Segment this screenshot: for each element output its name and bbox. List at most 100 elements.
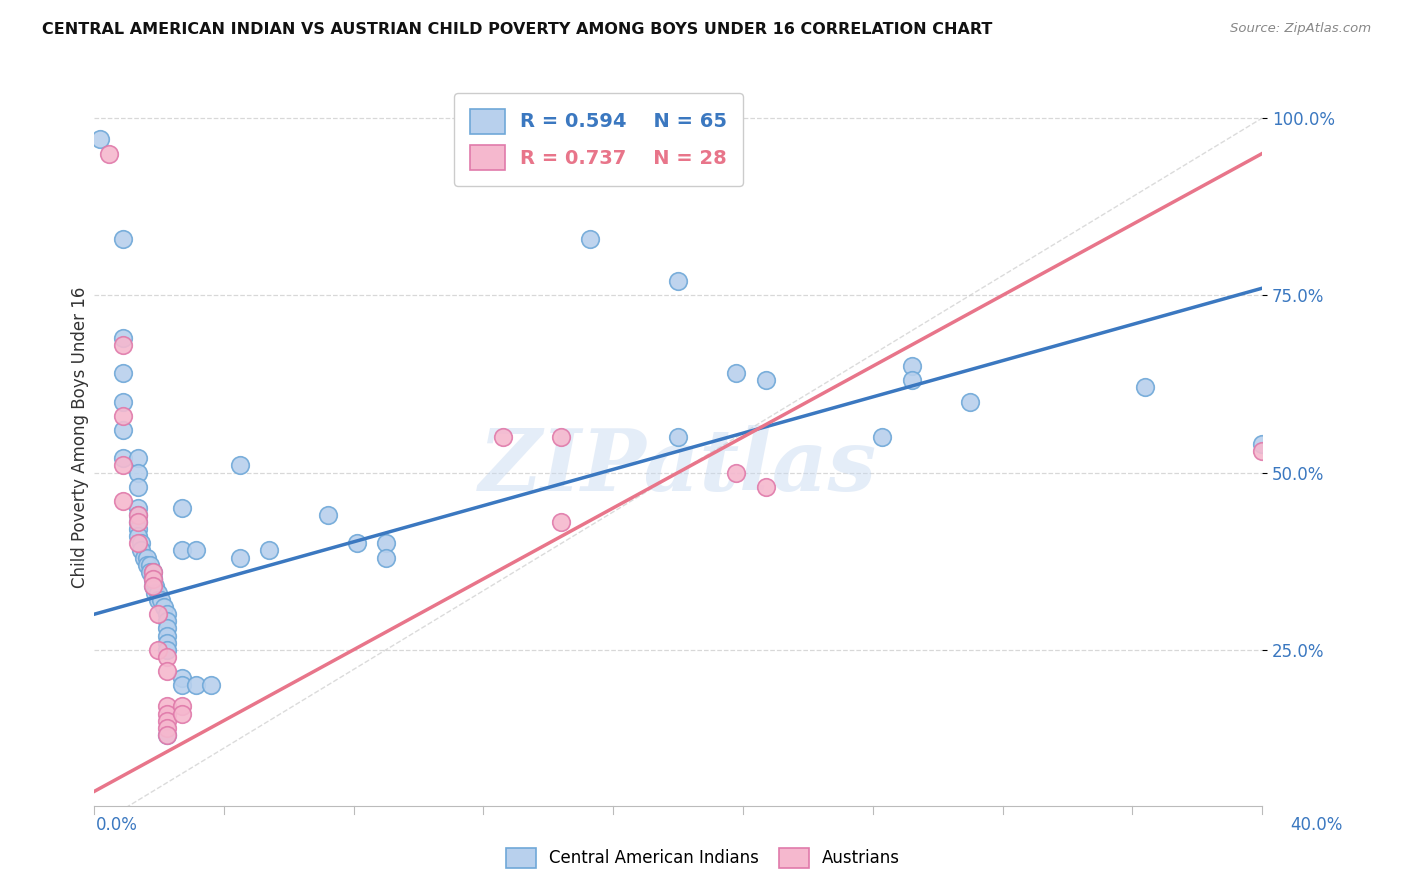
- Point: [141, 565, 163, 579]
- Point: [97, 146, 120, 161]
- Point: [550, 430, 572, 444]
- Point: [127, 529, 149, 543]
- Point: [135, 558, 157, 572]
- Point: [170, 671, 193, 685]
- Text: Source: ZipAtlas.com: Source: ZipAtlas.com: [1230, 22, 1371, 36]
- Point: [156, 642, 179, 657]
- Point: [132, 550, 155, 565]
- Point: [156, 664, 179, 678]
- Point: [156, 628, 179, 642]
- Point: [259, 543, 281, 558]
- Point: [129, 543, 152, 558]
- Point: [375, 550, 398, 565]
- Point: [112, 338, 135, 352]
- Point: [138, 558, 160, 572]
- Point: [156, 706, 179, 721]
- Point: [145, 586, 167, 600]
- Point: [141, 579, 163, 593]
- Point: [112, 331, 135, 345]
- Text: 0.0%: 0.0%: [96, 816, 138, 834]
- Point: [127, 451, 149, 466]
- Point: [127, 508, 149, 522]
- Point: [200, 678, 222, 692]
- Point: [141, 572, 163, 586]
- Point: [666, 274, 689, 288]
- Point: [112, 451, 135, 466]
- Point: [375, 536, 398, 550]
- Point: [316, 508, 339, 522]
- Point: [550, 515, 572, 529]
- Point: [141, 572, 163, 586]
- Point: [1251, 437, 1274, 451]
- Point: [492, 430, 515, 444]
- Point: [170, 500, 193, 515]
- Point: [112, 458, 135, 473]
- Point: [138, 565, 160, 579]
- Point: [141, 579, 163, 593]
- Legend: Central American Indians, Austrians: Central American Indians, Austrians: [499, 841, 907, 875]
- Point: [156, 714, 179, 728]
- Point: [170, 706, 193, 721]
- Point: [156, 622, 179, 636]
- Point: [156, 635, 179, 649]
- Point: [959, 394, 981, 409]
- Point: [112, 423, 135, 437]
- Point: [148, 607, 170, 622]
- Point: [89, 132, 111, 146]
- Point: [112, 232, 135, 246]
- Text: ZIPatlas: ZIPatlas: [479, 425, 877, 508]
- Point: [156, 699, 179, 714]
- Y-axis label: Child Poverty Among Boys Under 16: Child Poverty Among Boys Under 16: [72, 286, 89, 588]
- Point: [579, 232, 602, 246]
- Point: [148, 642, 170, 657]
- Point: [145, 579, 167, 593]
- Point: [112, 366, 135, 380]
- Point: [112, 409, 135, 423]
- Point: [127, 480, 149, 494]
- Point: [148, 586, 170, 600]
- Point: [170, 678, 193, 692]
- Point: [156, 649, 179, 664]
- Point: [900, 359, 922, 374]
- Point: [127, 466, 149, 480]
- Point: [127, 508, 149, 522]
- Point: [127, 500, 149, 515]
- Point: [186, 678, 208, 692]
- Point: [127, 522, 149, 536]
- Point: [755, 373, 778, 387]
- Point: [129, 536, 152, 550]
- Point: [755, 480, 778, 494]
- Text: 40.0%: 40.0%: [1291, 816, 1343, 834]
- Point: [127, 536, 149, 550]
- Point: [148, 593, 170, 607]
- Point: [156, 615, 179, 629]
- Point: [170, 543, 193, 558]
- Point: [1251, 444, 1274, 458]
- Point: [186, 543, 208, 558]
- Point: [156, 728, 179, 742]
- Point: [127, 515, 149, 529]
- Point: [346, 536, 368, 550]
- Point: [141, 572, 163, 586]
- Point: [725, 366, 748, 380]
- Point: [550, 146, 572, 161]
- Point: [127, 515, 149, 529]
- Point: [153, 600, 176, 615]
- Point: [156, 721, 179, 735]
- Point: [1135, 380, 1157, 394]
- Point: [229, 550, 252, 565]
- Point: [170, 699, 193, 714]
- Point: [150, 593, 173, 607]
- Point: [135, 550, 157, 565]
- Point: [725, 466, 748, 480]
- Point: [900, 373, 922, 387]
- Legend: R = 0.594    N = 65, R = 0.737    N = 28: R = 0.594 N = 65, R = 0.737 N = 28: [454, 93, 742, 186]
- Point: [872, 430, 894, 444]
- Point: [156, 607, 179, 622]
- Point: [141, 565, 163, 579]
- Point: [112, 394, 135, 409]
- Point: [666, 430, 689, 444]
- Point: [156, 728, 179, 742]
- Point: [112, 494, 135, 508]
- Point: [229, 458, 252, 473]
